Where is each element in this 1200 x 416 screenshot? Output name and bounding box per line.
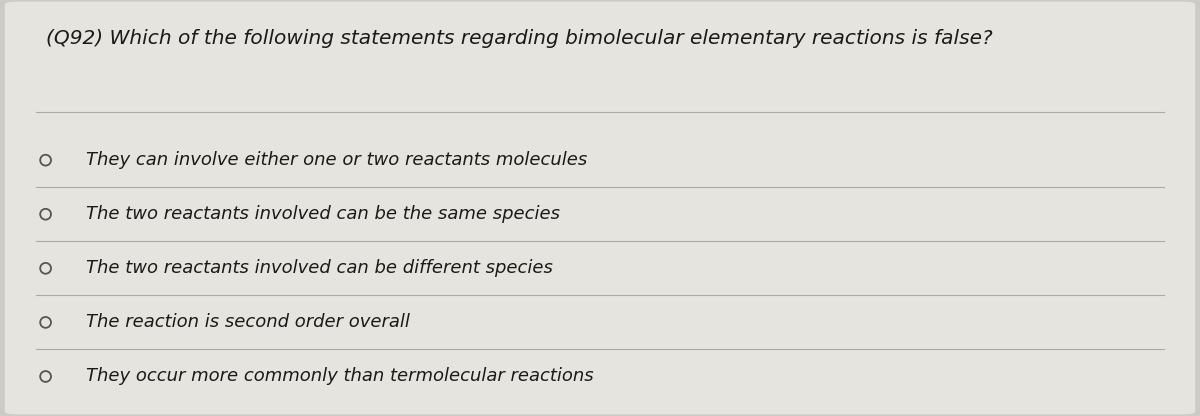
Text: The two reactants involved can be different species: The two reactants involved can be differ… (86, 259, 553, 277)
Text: The reaction is second order overall: The reaction is second order overall (86, 313, 410, 332)
Text: They can involve either one or two reactants molecules: They can involve either one or two react… (86, 151, 588, 169)
Text: (Q92) Which of the following statements regarding bimolecular elementary reactio: (Q92) Which of the following statements … (46, 29, 992, 48)
Text: They occur more commonly than termolecular reactions: They occur more commonly than termolecul… (86, 367, 594, 386)
Text: The two reactants involved can be the same species: The two reactants involved can be the sa… (86, 205, 560, 223)
